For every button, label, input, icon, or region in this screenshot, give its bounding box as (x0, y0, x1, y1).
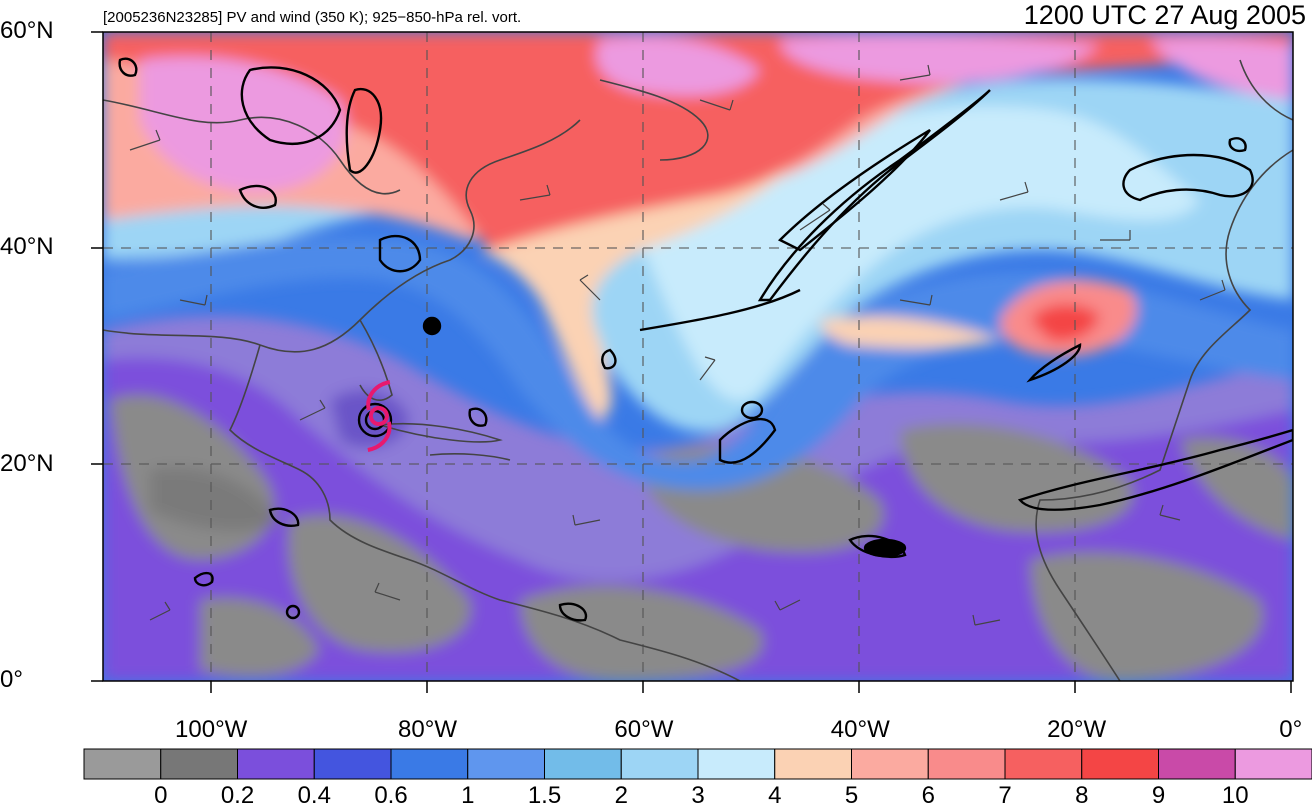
colorbar-swatch (1158, 748, 1236, 780)
wind-barbs (129, 64, 1226, 626)
colorbar-label: 0.4 (297, 782, 331, 809)
colorbar (83, 748, 1312, 780)
colorbar-label: 8 (1075, 782, 1089, 809)
colorbar-swatch (697, 748, 776, 780)
axis-ticks (91, 31, 1292, 693)
pv-field (103, 32, 1293, 681)
colorbar-swatch (1081, 748, 1159, 780)
lon-label: 0° (1279, 716, 1303, 743)
colorbar-swatch (1234, 748, 1312, 780)
colorbar-label: 1.5 (527, 782, 562, 809)
colorbar-swatch (774, 748, 852, 780)
colorbar-swatch (544, 748, 622, 780)
colorbar-swatch (927, 748, 1006, 780)
colorbar-swatch (851, 748, 929, 780)
colorbar-label: 0.2 (220, 782, 255, 809)
colorbar-label: 6 (921, 782, 935, 809)
colorbar-swatch (390, 748, 469, 780)
colorbar-label: 5 (844, 782, 859, 809)
lat-label: 0° (0, 666, 23, 693)
colorbar-swatch (467, 748, 545, 780)
colorbar-swatch (237, 748, 315, 780)
colorbar-swatch (1004, 748, 1083, 780)
lat-label: 40°N (0, 233, 54, 261)
colorbar-label: 3 (691, 782, 705, 809)
colorbar-label: 1 (461, 782, 475, 809)
lat-label: 20°N (0, 449, 54, 477)
colorbar-label: 0 (154, 782, 168, 809)
colorbar-swatch (83, 748, 162, 780)
lon-label: 40°W (830, 716, 890, 743)
colorbar-label: 7 (998, 782, 1012, 809)
colorbar-label: 0.6 (374, 782, 408, 809)
graticule (103, 32, 1293, 681)
colorbar-swatch (313, 748, 392, 780)
map-frame (102, 31, 1294, 682)
colorbar-swatch (620, 748, 699, 780)
lon-label: 100°W (175, 716, 248, 743)
valid-time: 1200 UTC 27 Aug 2005 (1023, 0, 1306, 30)
colorbar-label: 4 (768, 782, 782, 809)
lon-label: 20°W (1047, 716, 1107, 743)
colorbar-label: 9 (1151, 782, 1166, 809)
colorbar-label: 2 (614, 782, 628, 809)
colorbar-label: 10 (1221, 782, 1249, 809)
vorticity-contours (118, 57, 1293, 622)
plot-title: [2005236N23285] PV and wind (350 K); 925… (103, 9, 522, 26)
colorbar-swatch (160, 748, 238, 780)
lon-label: 80°W (398, 716, 458, 743)
lat-label: 60°N (0, 17, 54, 44)
hurricane-icon (366, 380, 392, 452)
lon-label: 60°W (614, 716, 674, 743)
